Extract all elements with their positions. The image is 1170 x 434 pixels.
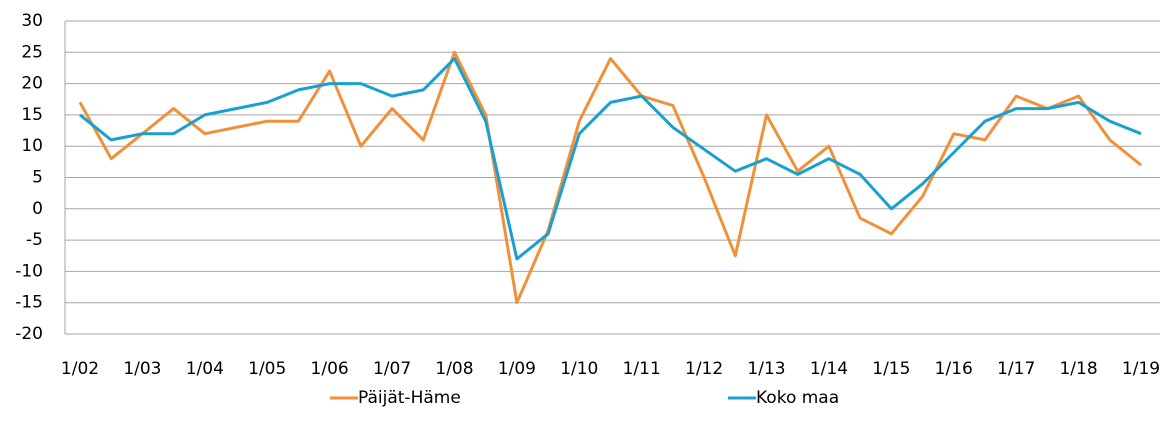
x-tick-label: 1/05 bbox=[248, 359, 286, 379]
y-tick-label: 30 bbox=[21, 11, 43, 31]
y-tick-label: -15 bbox=[15, 293, 43, 313]
x-tick-label: 1/09 bbox=[498, 359, 536, 379]
y-tick-label: -10 bbox=[15, 261, 43, 281]
line-series bbox=[79, 57, 1142, 261]
y-tick-label: 25 bbox=[21, 42, 43, 62]
x-tick-label: 1/13 bbox=[747, 359, 785, 379]
x-tick-label: 1/14 bbox=[810, 359, 848, 379]
x-tick-label: 1/12 bbox=[685, 359, 723, 379]
y-tick-label: 15 bbox=[21, 105, 43, 125]
x-tick-label: 1/04 bbox=[186, 359, 224, 379]
legend-label: Koko maa bbox=[756, 388, 839, 408]
x-tick-label: 1/17 bbox=[997, 359, 1035, 379]
y-tick-label: -5 bbox=[26, 230, 43, 250]
x-tick-label: 1/18 bbox=[1059, 359, 1097, 379]
x-tick-label: 1/02 bbox=[61, 359, 99, 379]
x-tick-label: 1/06 bbox=[311, 359, 349, 379]
x-tick-label: 1/16 bbox=[935, 359, 973, 379]
y-tick-label: 5 bbox=[32, 168, 43, 188]
legend-label: Päijät-Häme bbox=[358, 388, 461, 408]
line-series bbox=[78, 50, 1142, 305]
x-tick-label: 1/08 bbox=[435, 359, 473, 379]
x-tick-label: 1/15 bbox=[872, 359, 910, 379]
y-tick-label: 0 bbox=[32, 199, 43, 219]
x-tick-label: 1/07 bbox=[373, 359, 411, 379]
y-tick-label: 10 bbox=[21, 136, 43, 156]
x-tick-label: 1/03 bbox=[123, 359, 161, 379]
y-tick-label: -20 bbox=[15, 324, 43, 344]
x-tick-label: 1/11 bbox=[623, 359, 661, 379]
x-tick-label: 1/19 bbox=[1122, 359, 1160, 379]
y-tick-label: 20 bbox=[21, 74, 43, 94]
x-tick-label: 1/10 bbox=[560, 359, 598, 379]
